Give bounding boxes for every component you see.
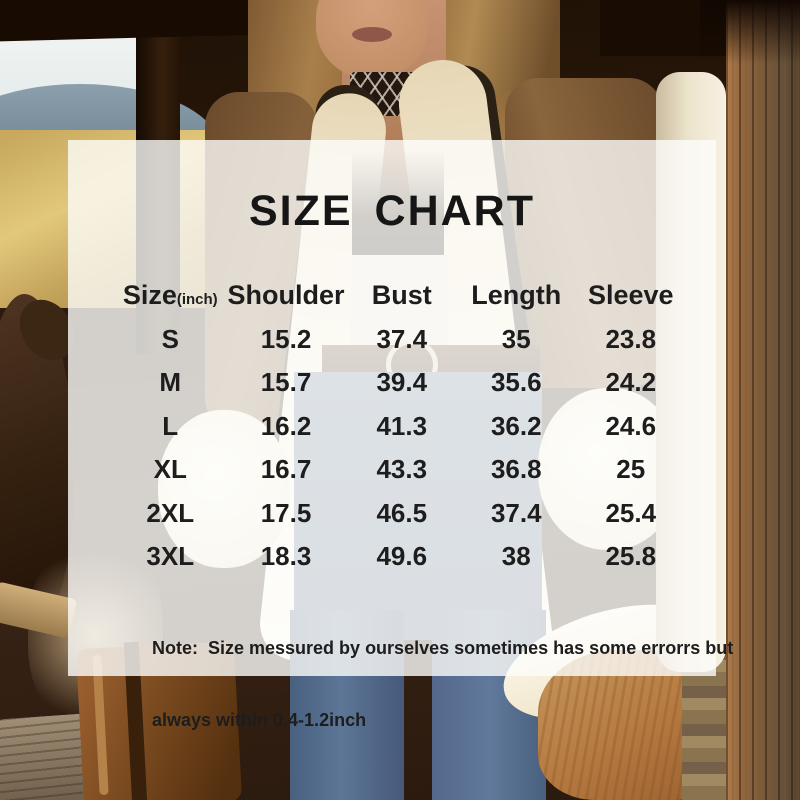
table-cell: 24.6 xyxy=(605,410,657,441)
table-cell-size: S xyxy=(161,323,179,354)
measurement-note: Note: Size messured by ourselves sometim… xyxy=(152,588,733,780)
wood-post xyxy=(726,0,800,800)
note-line-2: always within 0.4-1.2inch xyxy=(152,710,367,730)
table-cell: 25 xyxy=(616,454,646,485)
table-cell: 16.7 xyxy=(260,454,312,485)
table-cell: 37.4 xyxy=(490,497,542,528)
table-cell-size: XL xyxy=(153,454,187,485)
table-cell: 18.3 xyxy=(260,541,312,572)
table-cell: 38 xyxy=(501,541,531,572)
table-cell: 37.4 xyxy=(376,323,428,354)
table-cell: 25.4 xyxy=(605,497,657,528)
col-header-bust: Bust xyxy=(371,280,432,311)
table-cell: 25.8 xyxy=(605,541,657,572)
wood-post-shadow xyxy=(700,0,800,64)
table-cell: 49.6 xyxy=(376,541,428,572)
size-chart-panel: SIZE CHART Size(inch) Shoulder Bust Leng… xyxy=(68,140,733,730)
col-header-length: Length xyxy=(471,280,562,311)
table-cell-size: 2XL xyxy=(146,497,195,528)
table-cell: 24.2 xyxy=(605,367,657,398)
table-cell-size: 3XL xyxy=(146,541,195,572)
table-cell: 35 xyxy=(501,323,531,354)
table-cell: 15.2 xyxy=(260,323,312,354)
col-header-sleeve: Sleeve xyxy=(587,280,674,311)
table-cell: 39.4 xyxy=(376,367,428,398)
size-label: Size xyxy=(122,280,177,311)
col-header-size: Size(inch) xyxy=(123,280,218,311)
table-cell: 36.8 xyxy=(490,454,542,485)
size-table: Size(inch) Shoulder Bust Length Sleeve S… xyxy=(113,274,688,579)
table-cell: 15.7 xyxy=(260,367,312,398)
table-cell: 23.8 xyxy=(605,323,657,354)
table-cell: 36.2 xyxy=(490,410,542,441)
note-line-1: Note: Size messured by ourselves sometim… xyxy=(152,638,734,658)
col-header-shoulder: Shoulder xyxy=(227,280,345,311)
table-cell-size: M xyxy=(159,367,182,398)
table-cell: 16.2 xyxy=(260,410,312,441)
table-cell: 35.6 xyxy=(490,367,542,398)
page-title: SIZE CHART xyxy=(249,187,535,235)
table-cell: 46.5 xyxy=(376,497,428,528)
model-lips xyxy=(352,27,392,42)
table-cell-size: L xyxy=(162,410,179,441)
table-cell: 43.3 xyxy=(376,454,428,485)
size-unit-label: (inch) xyxy=(176,291,218,309)
table-cell: 41.3 xyxy=(376,410,428,441)
table-cell: 17.5 xyxy=(260,497,312,528)
